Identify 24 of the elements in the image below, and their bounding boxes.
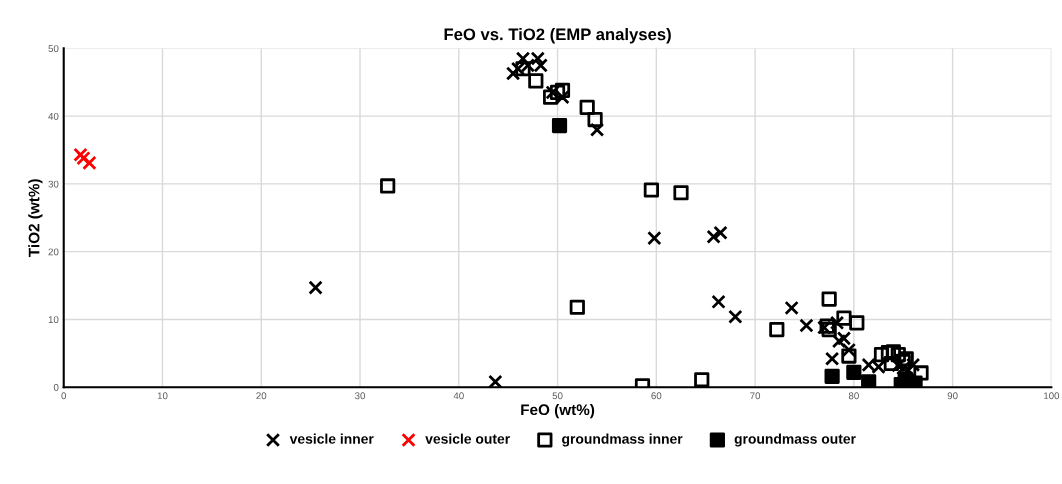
- y-tick-label: 20: [48, 248, 59, 256]
- x-tick-label: 70: [750, 392, 761, 400]
- y-tick-label: 50: [48, 45, 59, 53]
- x-tick-label: 40: [453, 392, 464, 400]
- legend-label: vesicle inner: [289, 433, 374, 444]
- x-axis-title: FeO (wt%): [521, 403, 595, 419]
- x-tick-label: 80: [848, 392, 859, 400]
- y-tick-label: 30: [48, 180, 59, 188]
- legend-label: groundmass inner: [562, 433, 683, 447]
- x-tick-label: 90: [947, 392, 958, 400]
- y-tick-label: 0: [53, 383, 59, 391]
- y-tick-label: 40: [48, 112, 59, 120]
- x-tick-label: 100: [1044, 392, 1060, 400]
- chart-title: FeO vs. TiO2 (EMP analyses): [444, 27, 671, 44]
- x-tick-label: 0: [61, 392, 67, 400]
- x-tick-label: 10: [157, 392, 168, 400]
- x-tick-label: 50: [552, 392, 563, 400]
- y-axis-title: TiO2 (wt%): [28, 179, 43, 257]
- legend-label: groundmass outer: [734, 433, 856, 447]
- x-tick-label: 20: [256, 392, 267, 400]
- x-tick-label: 60: [651, 392, 662, 400]
- x-tick-label: 30: [354, 392, 366, 400]
- y-tick-label: 10: [48, 316, 59, 324]
- legend-label: vesicle outer: [425, 433, 510, 444]
